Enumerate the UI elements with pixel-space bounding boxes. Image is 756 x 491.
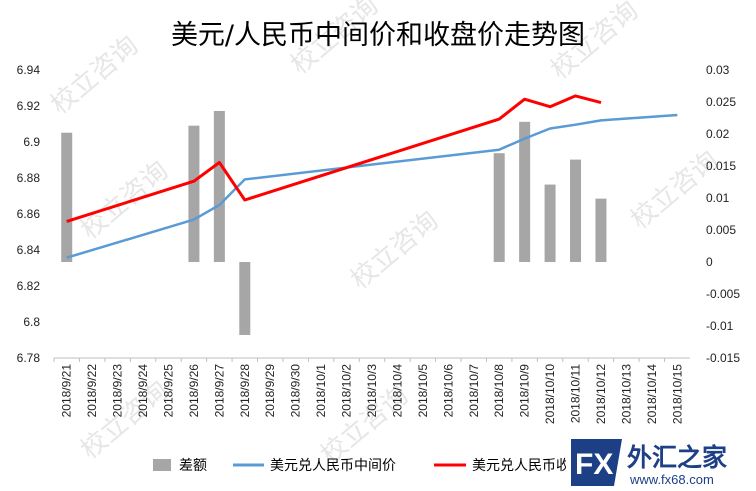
x-tick-label: 2018/10/9 bbox=[518, 364, 532, 418]
y-right-tick-label: 0.025 bbox=[706, 95, 736, 109]
y-left-tick-label: 6.88 bbox=[17, 171, 41, 185]
x-tick-label: 2018/10/5 bbox=[416, 364, 430, 418]
x-tick-label: 2018/9/30 bbox=[289, 364, 303, 418]
x-tick-label: 2018/9/24 bbox=[136, 364, 150, 418]
x-tick-label: 2018/10/15 bbox=[670, 364, 684, 424]
y-left-tick-label: 6.94 bbox=[17, 63, 41, 77]
chart-title: 美元/人民币中间价和收盘价走势图 bbox=[171, 20, 585, 51]
y-left-tick-label: 6.84 bbox=[17, 243, 41, 257]
y-right-tick-label: -0.01 bbox=[706, 319, 734, 333]
y-left-tick-label: 6.92 bbox=[17, 99, 41, 113]
x-tick-label: 2018/9/25 bbox=[161, 364, 175, 418]
bar bbox=[188, 125, 200, 263]
x-tick-label: 2018/10/2 bbox=[340, 364, 354, 418]
line-series bbox=[66, 94, 678, 259]
x-tick-label: 2018/9/22 bbox=[85, 364, 99, 418]
y-left-tick-label: 6.9 bbox=[23, 135, 40, 149]
x-axis: 2018/9/21 2018/9/22 2018/9/23 2018/9/24 2018… bbox=[53, 358, 684, 424]
x-tick-label: 2018/10/4 bbox=[390, 364, 404, 418]
bar bbox=[61, 132, 73, 262]
y-left-tick-label: 6.8 bbox=[23, 315, 40, 329]
fx68-logo: FX 外汇之家 www.fx68.com bbox=[566, 431, 756, 491]
x-tick-label: 2018/10/6 bbox=[441, 364, 455, 418]
legend: 差额 美元兑人民币中间价 美元兑人民币收盘价 bbox=[153, 457, 598, 474]
watermark-text: 校立咨询 bbox=[345, 206, 444, 296]
y-axis-right: 0.03 0.025 0.02 0.015 0.01 0.005 0 -0.005 -0.01 -… bbox=[706, 63, 740, 365]
bar bbox=[239, 262, 251, 335]
y-right-tick-label: 0.015 bbox=[706, 159, 736, 173]
x-tick-label: 2018/10/3 bbox=[365, 364, 379, 418]
x-tick-label: 2018/9/21 bbox=[60, 364, 74, 418]
bar bbox=[544, 184, 556, 262]
x-tick-label: 2018/10/13 bbox=[619, 364, 633, 424]
y-right-tick-label: 0 bbox=[706, 255, 713, 269]
y-right-tick-label: 0.03 bbox=[706, 63, 730, 77]
x-tick-label: 2018/10/14 bbox=[645, 364, 659, 424]
x-tick-label: 2018/9/28 bbox=[238, 364, 252, 418]
x-tick-label: 2018/10/11 bbox=[569, 364, 583, 423]
x-tick-label: 2018/10/1 bbox=[314, 364, 328, 418]
logo-name: 外汇之家 bbox=[627, 443, 727, 472]
watermark-text: 校立咨询 bbox=[45, 31, 144, 121]
x-tick-label: 2018/9/26 bbox=[187, 364, 201, 418]
x-tick-label: 2018/10/12 bbox=[594, 364, 608, 424]
line-closing-rate bbox=[66, 94, 602, 223]
x-tick-label: 2018/9/29 bbox=[263, 364, 277, 418]
line-midpoint-rate bbox=[66, 113, 678, 259]
y-right-tick-label: -0.015 bbox=[706, 351, 740, 365]
y-left-tick-label: 6.78 bbox=[17, 351, 41, 365]
bar bbox=[213, 110, 225, 263]
x-tick-label: 2018/10/10 bbox=[543, 364, 557, 424]
bar bbox=[595, 198, 607, 262]
x-tick-label: 2018/9/27 bbox=[212, 364, 226, 418]
y-axis-left: 6.94 6.92 6.9 6.88 6.86 6.84 6.82 6.8 6.78 bbox=[17, 63, 41, 365]
y-right-tick-label: -0.005 bbox=[706, 287, 740, 301]
y-right-tick-label: 0.01 bbox=[706, 191, 730, 205]
bar bbox=[519, 121, 531, 262]
bar bbox=[570, 159, 582, 262]
legend-label-bar: 差额 bbox=[179, 458, 207, 474]
x-tick-label: 2018/10/7 bbox=[467, 364, 481, 418]
logo-fx-badge bbox=[571, 439, 622, 486]
y-left-tick-label: 6.82 bbox=[17, 279, 41, 293]
watermark-text: 校立咨询 bbox=[75, 156, 174, 246]
y-right-tick-label: 0.005 bbox=[706, 223, 736, 237]
legend-label-mid: 美元兑人民币中间价 bbox=[270, 458, 396, 474]
logo-fx-text: FX bbox=[575, 448, 613, 481]
x-tick-label: 2018/9/23 bbox=[111, 364, 125, 418]
x-tick-label: 2018/10/8 bbox=[492, 364, 506, 418]
legend-swatch-bar bbox=[153, 459, 171, 471]
y-right-tick-label: 0.02 bbox=[706, 127, 730, 141]
logo-url: www.fx68.com bbox=[629, 472, 714, 487]
bar-series bbox=[61, 110, 607, 335]
y-left-tick-label: 6.86 bbox=[17, 207, 41, 221]
bar bbox=[493, 153, 505, 262]
